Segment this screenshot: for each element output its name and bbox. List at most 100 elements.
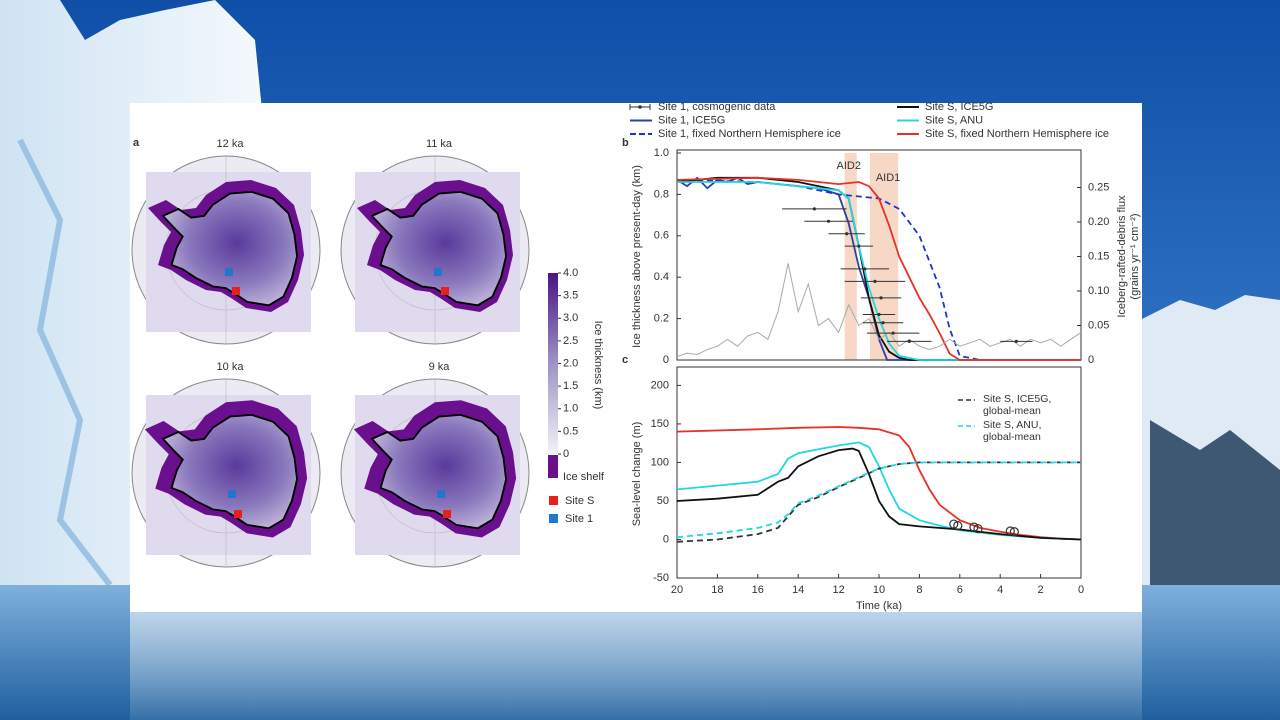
colorbar-tick-label: 3.5: [563, 290, 578, 302]
map-title: 10 ka: [217, 361, 245, 373]
band-label: AID1: [876, 172, 900, 184]
site-marker: [234, 510, 242, 518]
series-line: [676, 461, 1081, 539]
ice-sheet: [161, 413, 299, 530]
legend-label: Site 1, ICE5G: [658, 114, 725, 126]
legend-swatch: [638, 105, 642, 109]
map: [131, 155, 321, 345]
observation-marker: [1009, 527, 1019, 537]
colorbar-label: Ice thickness (km): [592, 321, 604, 410]
legend-label: Site S, ANU, global-mean: [983, 419, 1042, 443]
y-tick-label: 0: [663, 354, 669, 366]
series-line: [676, 461, 1081, 543]
site-marker: [437, 490, 445, 498]
map: [340, 155, 530, 345]
colorbar-tick-label: 2.5: [563, 335, 578, 347]
y-tick-label: -50: [653, 572, 669, 584]
data-point: [873, 279, 877, 283]
x-tick-label: 14: [792, 584, 804, 596]
y2-tick-label: 0.05: [1088, 319, 1109, 331]
site-legend-label: Site 1: [565, 513, 593, 525]
data-point: [863, 267, 867, 271]
legend-label: Site S, ICE5G: [925, 101, 993, 113]
site-legend-marker: [549, 496, 558, 505]
y2-axis-label: (grains yr⁻¹ cm⁻²): [1129, 213, 1141, 299]
x-tick-label: 16: [752, 584, 764, 596]
y-axis-label: Ice thickness above present-day (km): [631, 165, 643, 348]
observation-marker: [953, 521, 963, 531]
y2-axis-label: Iceberg-rafted-debris flux: [1116, 195, 1128, 318]
data-point: [879, 296, 883, 300]
data-point: [907, 339, 911, 343]
observation-marker: [969, 522, 979, 532]
legend-label: Site S, ANU: [925, 114, 983, 126]
colorbar-shelf: [548, 455, 558, 478]
observation-marker: [1005, 526, 1015, 536]
y-tick-label: 50: [657, 495, 669, 507]
y-tick-label: 1.0: [654, 147, 669, 159]
x-tick-label: 2: [1038, 584, 1044, 596]
map: [340, 378, 530, 568]
y2-tick-label: 0: [1088, 354, 1094, 366]
map: [131, 378, 321, 568]
site-marker: [434, 268, 442, 276]
map-title: 12 ka: [217, 138, 245, 150]
panel-label: a: [133, 137, 140, 149]
band: [869, 153, 899, 360]
panel-label: b: [622, 137, 629, 149]
x-tick-label: 20: [671, 584, 683, 596]
y2-tick-label: 0.25: [1088, 181, 1109, 193]
x-axis-label: Time (ka): [856, 600, 902, 612]
y-tick-label: 0.8: [654, 188, 669, 200]
site-marker: [225, 268, 233, 276]
data-point: [877, 312, 881, 317]
colorbar-tick-label: 2.0: [563, 357, 578, 369]
series-line: [676, 426, 1082, 541]
data-point: [826, 219, 831, 223]
y-tick-label: 100: [651, 456, 669, 468]
legend-label: Site 1, fixed Northern Hemisphere ice: [658, 128, 841, 140]
series-line: [676, 176, 1081, 361]
observation-marker: [949, 519, 959, 529]
colorbar-tick-label: 0: [563, 448, 569, 460]
x-tick-label: 0: [1078, 584, 1084, 596]
series-line: [677, 181, 1081, 361]
x-tick-label: 18: [711, 584, 723, 596]
x-tick-label: 4: [997, 584, 1003, 596]
colorbar-shelf-label: Ice shelf: [563, 471, 605, 483]
site-legend-label: Site S: [565, 495, 594, 507]
y-axis-label: Sea-level change (m): [631, 422, 643, 527]
panel-label: c: [622, 354, 628, 366]
y-tick-label: 200: [651, 379, 669, 391]
ice-sheet: [370, 413, 508, 530]
site-marker: [443, 510, 451, 518]
data-point: [881, 321, 885, 325]
x-tick-label: 12: [832, 584, 844, 596]
legend-label: Site 1, cosmogenic data: [658, 101, 776, 113]
data-point: [1014, 339, 1018, 343]
y2-tick-label: 0.15: [1088, 250, 1109, 262]
y-tick-label: 0.4: [654, 271, 669, 283]
colorbar-tick-label: 4.0: [563, 267, 578, 279]
x-tick-label: 10: [873, 584, 885, 596]
colorbar-tick-label: 0.5: [563, 425, 578, 437]
data-point: [812, 207, 816, 211]
y2-tick-label: 0.10: [1088, 285, 1109, 297]
band-label: AID2: [836, 160, 860, 172]
site-legend-marker: [549, 514, 558, 523]
x-tick-label: 8: [916, 584, 922, 596]
plot-frame: [676, 149, 1082, 361]
colorbar-tick-label: 1.5: [563, 380, 578, 392]
map-title: 9 ka: [429, 361, 451, 373]
site-marker: [441, 287, 449, 295]
ice-sheet: [370, 190, 508, 307]
data-point: [857, 244, 861, 248]
y-tick-label: 0.6: [654, 230, 669, 242]
y-tick-label: 0: [663, 533, 669, 545]
colorbar: [548, 273, 558, 454]
ice-sheet: [161, 190, 299, 307]
site-marker: [228, 490, 236, 498]
map-title: 11 ka: [426, 138, 453, 150]
